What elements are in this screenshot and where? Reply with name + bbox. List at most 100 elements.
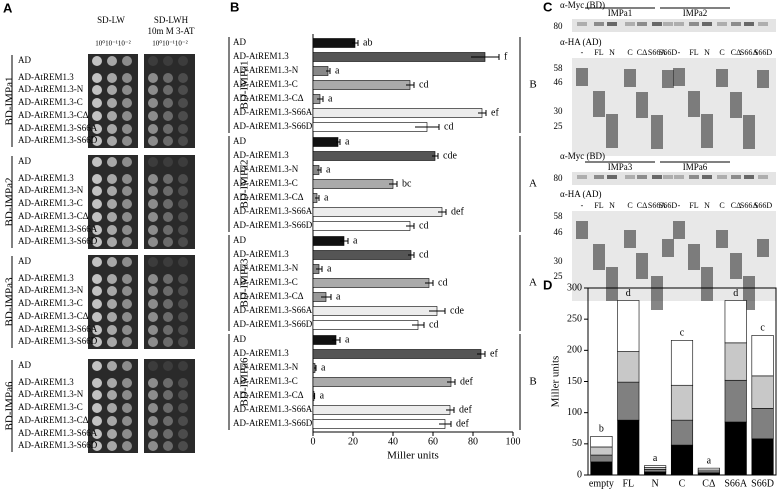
bar (312, 137, 339, 147)
yeast-spot (122, 337, 132, 347)
lane-label: C (627, 48, 632, 57)
lane-label: FL (594, 48, 603, 57)
bar (312, 419, 446, 429)
lane-label: S66D (659, 201, 677, 210)
antibody-label: α-HA (AD) (560, 189, 601, 199)
significance-letter: ef (491, 107, 499, 118)
error-bar (438, 209, 447, 215)
error-bar (321, 294, 332, 300)
row-label: AD-AtREM1.3-C (18, 402, 83, 412)
bar-segment (617, 300, 640, 352)
row-label: AD-AtREM1.3-N (18, 285, 84, 295)
bait-label: IMPa3 (608, 162, 633, 172)
blot-band (717, 22, 727, 26)
yeast-spot (148, 85, 158, 95)
bar-segment (751, 438, 774, 476)
yeast-spot (163, 157, 173, 167)
category-label: AD-AtREM1.3-N (233, 263, 299, 273)
row-label: AD-AtREM1.3-N (18, 389, 84, 399)
yeast-spot (178, 403, 188, 413)
y-axis-title: Miller units (550, 356, 562, 408)
marker-label: 80 (554, 173, 564, 183)
row-label: AD-AtREM1.3-S66D (18, 236, 98, 246)
row-label: AD-AtREM1.3-S66A (18, 428, 98, 438)
blot-smear (593, 91, 605, 117)
significance-letter: def (456, 418, 469, 429)
x-tick-label: empty (589, 478, 614, 489)
error-bar (447, 379, 456, 385)
error-bar (336, 139, 341, 145)
yeast-spot (178, 361, 188, 371)
group-label: BD-IMPa2 (239, 160, 251, 209)
yeast-spot (178, 174, 188, 184)
row-label: AD-AtREM1.3-N (18, 84, 84, 94)
category-label: AD-AtREM1.3-CΔ (233, 291, 304, 301)
significance-letter: def (460, 376, 473, 387)
yeast-spot (148, 225, 158, 235)
yeast-spot (92, 257, 102, 267)
yeast-spot (178, 274, 188, 284)
blot-band (607, 175, 617, 179)
lane-label: N (609, 48, 615, 57)
blot-band (637, 175, 647, 179)
antibody-label: α-HA (AD) (560, 37, 601, 47)
blot-smear (757, 239, 769, 257)
yeast-spot (163, 286, 173, 296)
marker-label: 25 (554, 271, 564, 281)
blot-band (652, 22, 662, 26)
yeast-spot (122, 111, 132, 121)
significance-letter: cd (429, 319, 438, 330)
group-label: BD-IMPa1 (4, 77, 16, 126)
x-tick-label: FL (622, 478, 634, 489)
significance-letter: b (599, 424, 604, 435)
y-tick-label: 300 (567, 282, 582, 293)
yeast-spot (107, 225, 117, 235)
yeast-spot (107, 325, 117, 335)
yeast-spot (178, 390, 188, 400)
yeast-spot (148, 312, 158, 322)
blot-band (744, 22, 754, 26)
yeast-spot (163, 312, 173, 322)
yeast-spot (122, 56, 132, 66)
yeast-spot (178, 111, 188, 121)
blot-smear (651, 276, 663, 310)
bait-label: IMPa2 (683, 8, 708, 18)
panel-label: B (230, 0, 239, 14)
yeast-spot (107, 337, 117, 347)
yeast-spot (148, 199, 158, 209)
bar (312, 306, 438, 316)
yeast-spot (122, 441, 132, 451)
marker-label: 25 (554, 121, 564, 131)
error-bar (317, 167, 322, 173)
bar-segment (617, 381, 640, 421)
yeast-spot (163, 98, 173, 108)
blot-band (663, 175, 673, 179)
error-bar (439, 421, 452, 427)
category-label: AD-AtREM1.3-CΔ (233, 192, 304, 202)
significance-letter: a (336, 291, 341, 302)
marker-label: 46 (554, 227, 564, 237)
lane-label: S66A (740, 201, 758, 210)
lane-label: FL (689, 201, 698, 210)
error-bar (429, 308, 446, 314)
error-bar (406, 223, 415, 229)
blot-smear (662, 70, 674, 88)
yeast-spot (148, 212, 158, 222)
blot-smear (688, 244, 700, 270)
yeast-spot (163, 124, 173, 134)
bar-segment (617, 419, 640, 476)
yeast-spot (178, 136, 188, 146)
yeast-spot (163, 390, 173, 400)
category-label: AD-AtREM1.3 (233, 348, 289, 358)
yeast-spot (148, 186, 158, 196)
blot-smear (636, 253, 648, 279)
significance-letter: a (328, 93, 333, 104)
bar (312, 38, 356, 48)
error-bar (326, 68, 331, 74)
blot-band (594, 22, 604, 26)
bar (312, 349, 482, 359)
yeast-spot (92, 299, 102, 309)
blot-band (594, 175, 604, 179)
lane-label: C (719, 48, 724, 57)
blot-band (731, 175, 741, 179)
